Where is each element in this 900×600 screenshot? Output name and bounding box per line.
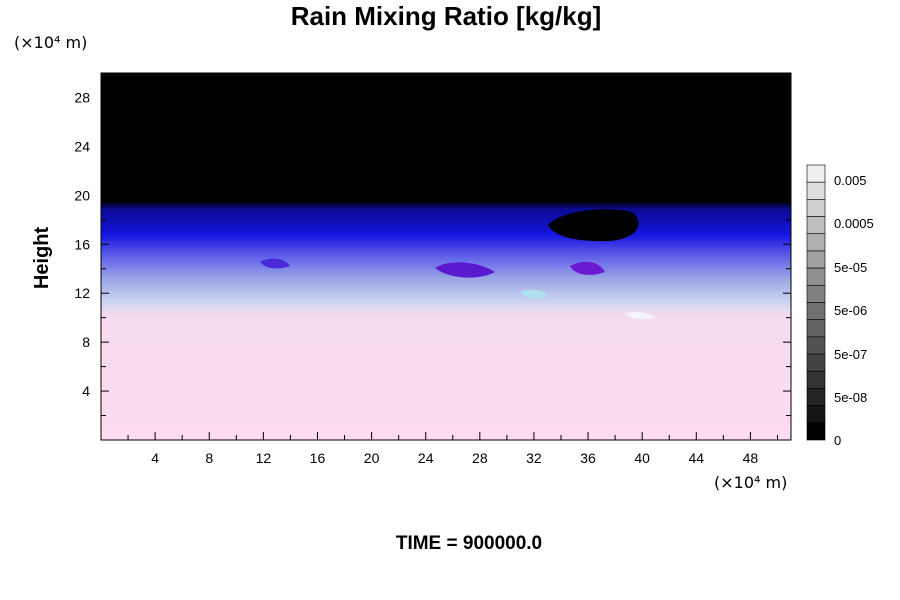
y-axis: 4 8 12 16 20 24 28 [74,89,791,417]
x-tick-label: 36 [580,450,596,466]
colorbar-label: 0.005 [834,173,867,188]
colorbar-band [806,199,826,217]
plot-area [100,72,792,441]
x-tick-label: 20 [364,450,380,466]
colorbar-band [806,233,826,252]
colorbar-band [806,370,826,389]
field-feature-purple-2 [570,261,605,275]
x-tick-label: 12 [256,450,272,466]
x-tick-label: 8 [205,450,213,466]
y-tick-label: 16 [74,236,90,252]
colorbar-band [806,181,826,200]
x-tick-label: 44 [689,450,705,466]
y-tick-label: 20 [74,187,90,203]
y-tick-label: 12 [74,285,90,301]
colorbar-band [806,336,826,355]
y-tick-label: 8 [82,334,90,350]
colorbar-band [806,164,826,183]
x-tick-label: 24 [418,450,434,466]
field-feature-white [625,311,655,320]
y-tick-label: 24 [74,138,90,154]
x-tick-label: 16 [310,450,326,466]
y-axis-label: Height [31,227,53,290]
x-unit-label: (×10⁴ m) [714,473,787,492]
field-feature-purple-3 [260,258,290,269]
x-tick-label: 32 [526,450,542,466]
x-tick-label: 40 [634,450,650,466]
colorbar-band [806,405,826,424]
chart-title: Rain Mixing Ratio [kg/kg] [291,1,602,31]
colorbar-label: 5e-08 [834,390,867,405]
x-tick-label: 4 [151,450,159,466]
colorbar-band [806,302,826,320]
colorbar-band [806,267,826,286]
x-axis: 4 8 12 16 20 24 28 32 36 40 44 48 [127,73,778,466]
colorbar: 0.005 0.0005 5e-05 5e-06 5e-07 5e-08 0 [806,164,874,448]
colorbar-label: 5e-07 [834,347,867,362]
colorbar-label: 0.0005 [834,216,874,231]
field-feature-cyan [520,289,548,299]
field-background [101,73,791,440]
colorbar-band [806,285,826,303]
plot-frame [100,72,792,441]
colorbar-band [806,216,826,235]
colorbar-band [806,422,826,441]
y-unit-label: (×10⁴ m) [14,33,87,52]
colorbar-band [806,353,826,372]
y-tick-label: 28 [74,89,90,105]
colorbar-band [806,250,826,269]
field-feature-purple-1 [435,262,495,278]
y-tick-label: 4 [82,383,90,399]
time-label: TIME = 900000.0 [396,533,542,554]
x-tick-label: 48 [743,450,759,466]
x-tick-label: 28 [472,450,488,466]
colorbar-label: 5e-05 [834,260,867,275]
colorbar-band [806,319,826,338]
colorbar-label: 0 [834,433,841,448]
colorbar-label: 5e-06 [834,303,867,318]
colorbar-band [806,388,826,406]
field-feature-dark-cap [548,209,639,242]
